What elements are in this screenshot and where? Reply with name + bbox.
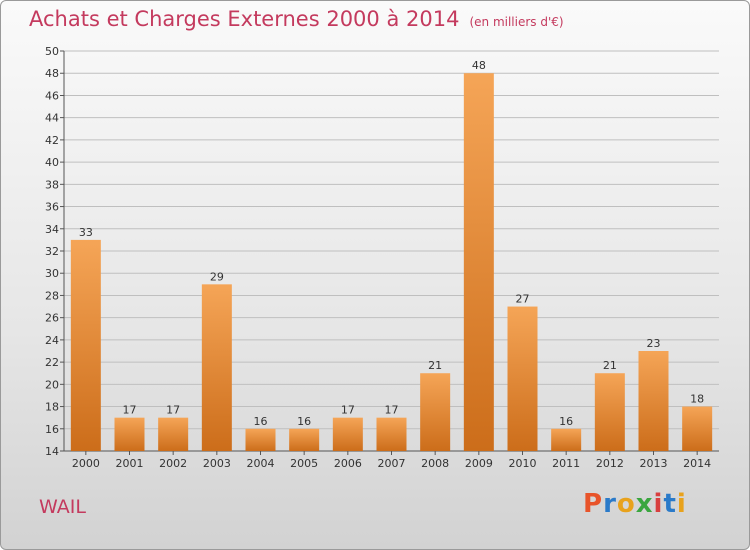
bar-2001 <box>114 417 145 451</box>
y-tick-label: 42 <box>45 134 59 147</box>
logo-letter: x <box>635 489 654 519</box>
y-tick-label: 34 <box>45 223 59 236</box>
value-label: 17 <box>166 404 180 417</box>
x-tick-label: 2014 <box>683 457 711 470</box>
bar-2011 <box>551 428 582 451</box>
bar-2005 <box>289 428 320 451</box>
value-label: 23 <box>647 337 661 350</box>
bar-2006 <box>332 417 363 451</box>
y-tick-label: 20 <box>45 378 59 391</box>
x-axis: 2000 2001 2002 2003 2004 2005 2006 2007 2008 2009… <box>72 451 711 470</box>
bar-2010 <box>507 306 538 451</box>
chart-title-text: Achats et Charges Externes 2000 à 2014 <box>29 7 460 31</box>
x-tick-label: 2002 <box>159 457 187 470</box>
place-name: WAIL <box>39 496 86 518</box>
x-tick-label: 2010 <box>509 457 537 470</box>
x-tick-label: 2001 <box>116 457 144 470</box>
logo-letter: i <box>653 489 664 519</box>
value-label: 48 <box>472 59 486 72</box>
bar-2000 <box>70 239 101 451</box>
unit-label: (en milliers d'€) <box>469 15 564 29</box>
value-label: 21 <box>428 359 442 372</box>
y-tick-label: 50 <box>45 45 59 58</box>
y-tick-label: 16 <box>45 423 59 436</box>
y-tick-label: 40 <box>45 156 59 169</box>
y-tick-label: 38 <box>45 178 59 191</box>
y-tick-label: 30 <box>45 267 59 280</box>
bar-2013 <box>638 351 669 451</box>
x-tick-label: 2003 <box>203 457 231 470</box>
logo-letter: P <box>583 489 604 519</box>
y-tick-label: 18 <box>45 401 59 414</box>
value-label: 27 <box>516 293 530 306</box>
value-label: 16 <box>559 415 573 428</box>
value-label: 29 <box>210 270 224 283</box>
x-tick-label: 2006 <box>334 457 362 470</box>
y-tick-label: 46 <box>45 89 59 102</box>
value-label: 33 <box>79 226 93 239</box>
y-tick-label: 28 <box>45 289 59 302</box>
bar-2008 <box>420 373 451 451</box>
bar-2007 <box>376 417 407 451</box>
logo-letter: o <box>616 489 636 519</box>
y-axis: 14 16 18 20 22 24 26 28 30 32 34 36 38 40 42 44 46 48 50 <box>45 45 719 458</box>
x-tick-label: 2004 <box>247 457 275 470</box>
value-label: 17 <box>385 404 399 417</box>
x-tick-label: 2008 <box>421 457 449 470</box>
value-label: 18 <box>690 393 704 406</box>
proxiti-logo: Proxiti <box>583 489 687 519</box>
logo-letter: r <box>603 489 617 519</box>
bar-2002 <box>158 417 189 451</box>
y-tick-label: 36 <box>45 201 59 214</box>
value-label: 21 <box>603 359 617 372</box>
value-label: 17 <box>341 404 355 417</box>
x-tick-label: 2005 <box>290 457 318 470</box>
x-tick-label: 2011 <box>552 457 580 470</box>
x-tick-label: 2009 <box>465 457 493 470</box>
value-label: 17 <box>123 404 137 417</box>
y-tick-label: 22 <box>45 356 59 369</box>
bar-2012 <box>594 373 625 451</box>
y-tick-label: 44 <box>45 112 59 125</box>
x-tick-label: 2007 <box>378 457 406 470</box>
y-tick-label: 26 <box>45 312 59 325</box>
chart-title: Achats et Charges Externes 2000 à 2014 (e… <box>29 7 564 31</box>
y-tick-label: 24 <box>45 334 59 347</box>
bar-2003 <box>201 284 232 451</box>
x-tick-label: 2012 <box>596 457 624 470</box>
logo-letter: i <box>676 489 687 519</box>
y-tick-label: 32 <box>45 245 59 258</box>
bar-2014 <box>682 406 713 451</box>
value-label: 16 <box>254 415 268 428</box>
x-tick-label: 2000 <box>72 457 100 470</box>
bar-2004 <box>245 428 276 451</box>
y-tick-label: 14 <box>45 445 59 458</box>
x-tick-label: 2013 <box>640 457 668 470</box>
bar-2009 <box>463 73 494 451</box>
value-label: 16 <box>297 415 311 428</box>
bars: 33 17 17 29 16 16 17 17 21 48 27 16 21 23 18 <box>70 59 713 451</box>
logo-letter: t <box>663 489 677 519</box>
y-tick-label: 48 <box>45 67 59 80</box>
